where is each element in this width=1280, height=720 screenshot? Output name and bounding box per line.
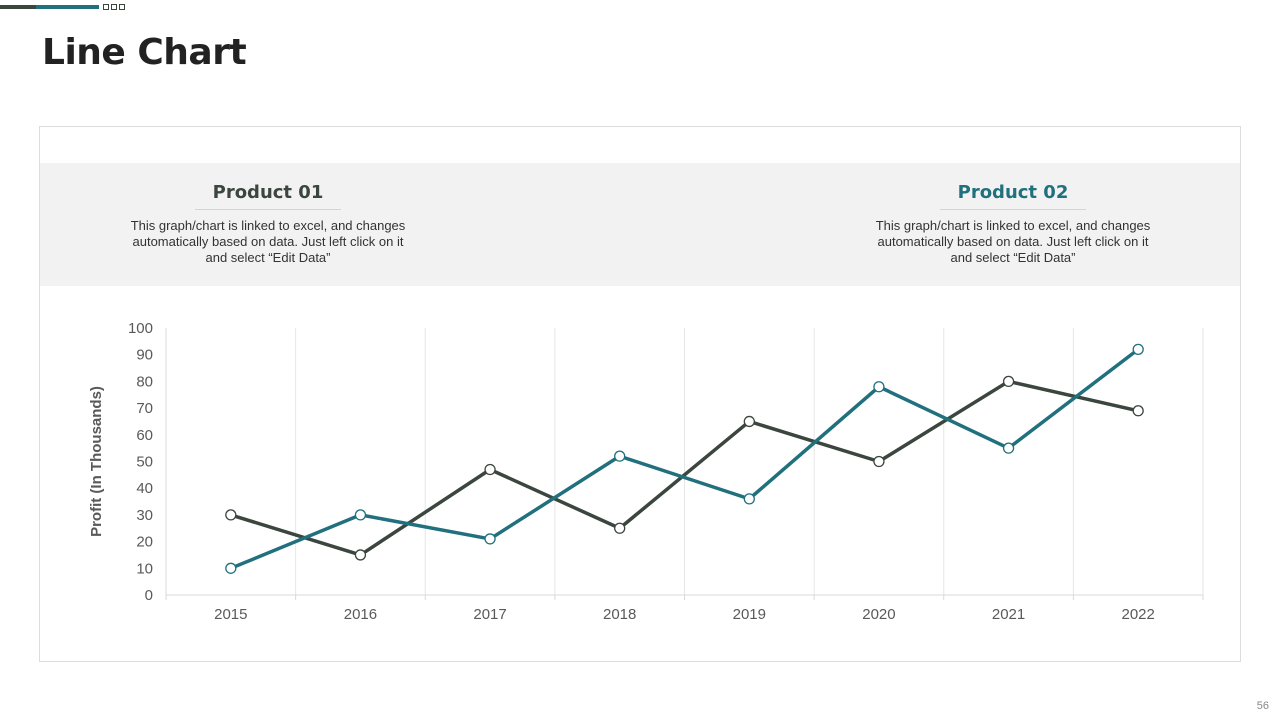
data-point-product-01: [225, 509, 237, 521]
data-point-product-01: [1002, 375, 1015, 388]
data-point-product-02: [1002, 442, 1015, 454]
data-point-product-02: [743, 493, 755, 505]
y-tick-label: 10: [136, 560, 153, 577]
product-02-description: This graph/chart is linked to excel, and…: [875, 218, 1151, 265]
data-point-product-01: [1132, 405, 1144, 417]
data-point-product-01: [484, 463, 496, 476]
y-tick-label: 20: [136, 534, 153, 551]
data-point-product-02: [484, 533, 496, 545]
page-number: 56: [1256, 700, 1269, 712]
chart-card: Product 01 This graph/chart is linked to…: [39, 126, 1241, 662]
y-tick-label: 70: [136, 400, 153, 417]
y-tick-label: 80: [136, 373, 153, 390]
y-tick-label: 0: [145, 587, 153, 604]
product-01-info: Product 01 This graph/chart is linked to…: [123, 182, 413, 266]
data-point-product-02: [873, 381, 885, 393]
y-tick-label: 90: [136, 347, 153, 364]
x-tick-label: 2019: [733, 606, 766, 623]
top-accent-boxes: [103, 4, 125, 10]
y-tick-label: 60: [136, 427, 153, 444]
line-chart[interactable]: 0 10 20 30 40 50 60 70 80 90 100 2015 2016 2017 2018 20…: [40, 127, 1240, 661]
y-tick-label: 100: [128, 320, 153, 337]
x-tick-label: 2017: [473, 606, 506, 623]
product-02-title: Product 02: [940, 182, 1086, 210]
y-tick-label: 40: [136, 480, 153, 497]
data-point-product-01: [354, 549, 367, 561]
y-tick-label: 50: [136, 454, 153, 471]
y-axis-title: Profit (In Thousands): [88, 386, 105, 537]
product-01-title: Product 01: [195, 182, 341, 210]
y-tick-label: 30: [136, 507, 153, 524]
info-band: Product 01 This graph/chart is linked to…: [40, 163, 1240, 286]
product-02-info: Product 02 This graph/chart is linked to…: [868, 182, 1158, 266]
data-point-product-02: [1132, 343, 1144, 356]
data-point-product-01: [614, 522, 626, 534]
accent-box: [119, 4, 125, 10]
data-point-product-02: [614, 450, 626, 462]
top-accent-bar-dark: [0, 5, 36, 9]
x-tick-label: 2015: [214, 606, 247, 623]
page-title: Line Chart: [42, 32, 247, 73]
data-point-product-02: [225, 562, 237, 574]
x-tick-label: 2016: [344, 606, 377, 623]
x-tick-label: 2022: [1122, 606, 1155, 623]
x-tick-label: 2020: [862, 606, 895, 623]
accent-box: [103, 4, 109, 10]
accent-box: [111, 4, 117, 10]
series-line-product-01: [230, 379, 1139, 557]
x-tick-label: 2018: [603, 606, 636, 623]
top-accent-bar-teal: [36, 5, 99, 9]
data-point-product-01: [743, 415, 755, 428]
data-point-product-02: [354, 509, 367, 521]
product-01-description: This graph/chart is linked to excel, and…: [130, 218, 406, 265]
series-line-product-02: [230, 347, 1140, 570]
data-point-product-01: [873, 455, 885, 468]
x-tick-label: 2021: [992, 606, 1025, 623]
